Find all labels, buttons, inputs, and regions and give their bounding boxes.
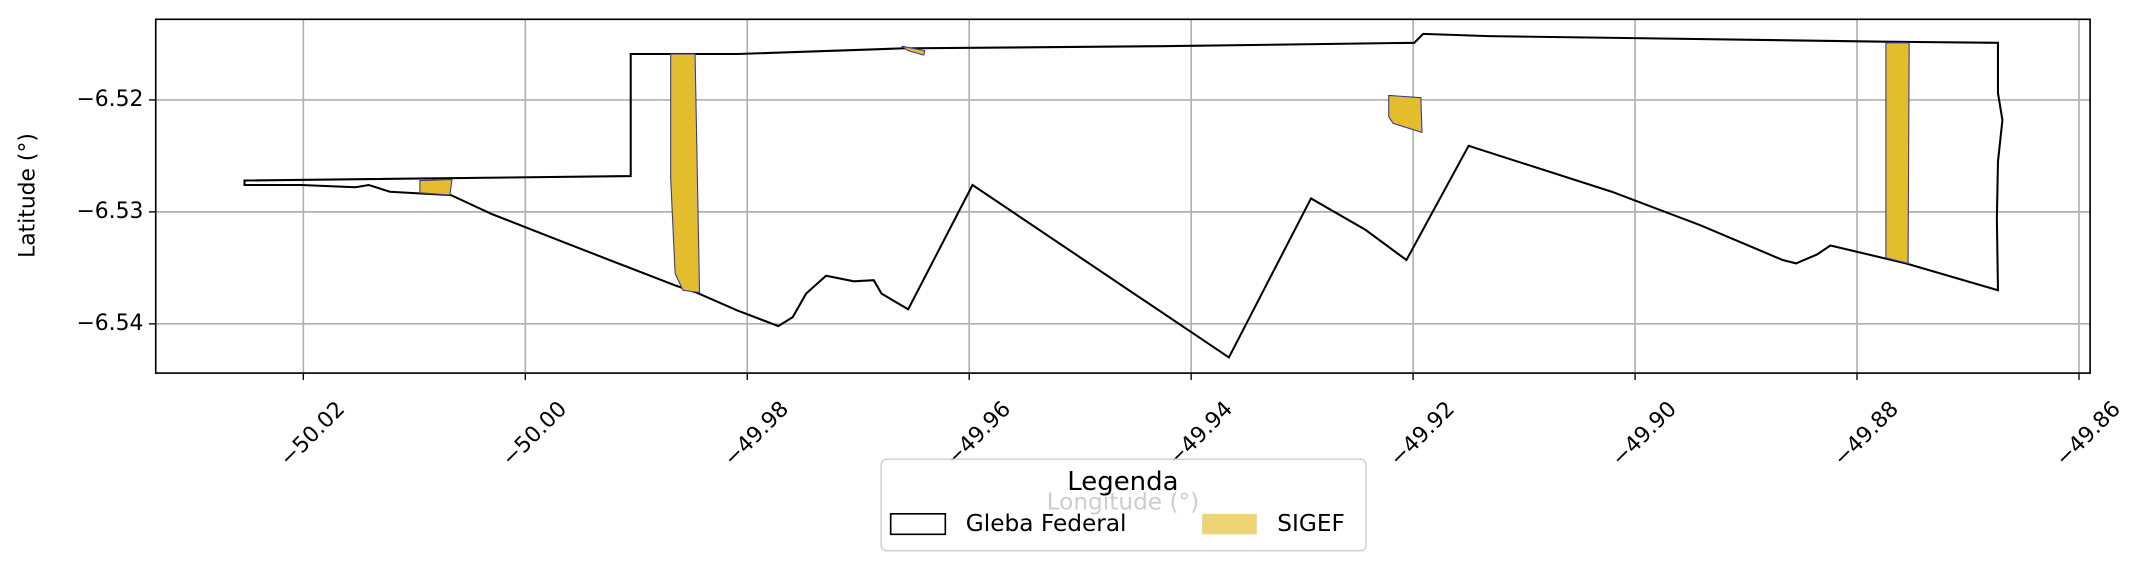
grid	[155, 19, 2091, 374]
x-tick-label: −49.90	[1607, 397, 1682, 472]
legend-swatch	[1202, 513, 1257, 535]
polygon	[670, 53, 701, 294]
legend: Legenda Gleba Federal SIGEF	[880, 458, 1367, 552]
x-tick-label: −49.92	[1385, 397, 1460, 472]
legend-swatch	[889, 512, 947, 536]
shapes	[243, 32, 2004, 359]
x-tick-label: −49.86	[2051, 397, 2126, 472]
polygon	[901, 45, 926, 56]
legend-label: SIGEF	[1277, 510, 1345, 537]
legend-title: Legenda	[1067, 467, 1178, 497]
polygon	[1388, 94, 1423, 134]
x-tick-label: −50.02	[275, 397, 350, 472]
legend-label: Gleba Federal	[966, 510, 1127, 537]
y-tick-label: −6.53	[76, 199, 143, 224]
x-tick-label: −49.98	[719, 397, 794, 472]
axes-frame	[154, 18, 2091, 374]
x-tick-label: −50.00	[497, 397, 572, 472]
polygon	[1885, 42, 1910, 265]
y-tick-label: −6.52	[76, 87, 143, 112]
y-axis-label: Latitude (°)	[16, 133, 41, 258]
polygon	[419, 178, 453, 196]
ticks: −50.02 −50.00 −49.98 −49.96 −49.94 −49.92 −49.…	[76, 87, 2125, 472]
x-tick-label: −49.88	[1829, 397, 1904, 472]
polygon	[243, 32, 2004, 359]
y-tick-label: −6.54	[76, 311, 143, 336]
